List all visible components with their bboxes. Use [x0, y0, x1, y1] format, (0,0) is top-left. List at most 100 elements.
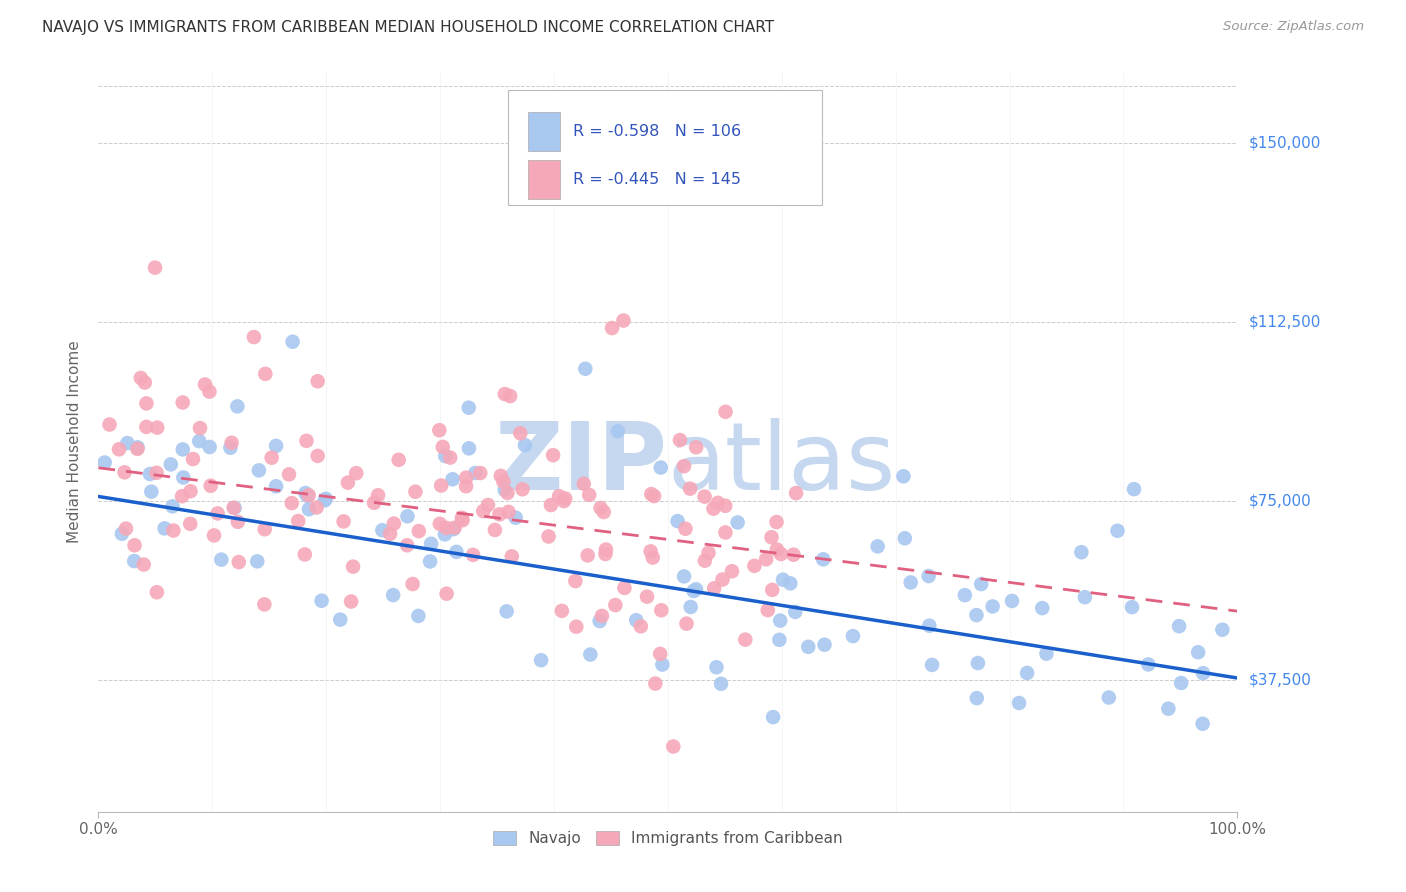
Point — [139, 467, 162, 481]
Point — [811, 552, 834, 566]
Point — [461, 548, 484, 562]
Point — [650, 603, 672, 617]
Point — [124, 538, 146, 552]
Point — [117, 436, 139, 450]
Point — [451, 513, 474, 527]
Point — [228, 555, 250, 569]
Point — [477, 498, 499, 512]
Point — [644, 676, 666, 690]
Point — [685, 582, 707, 597]
Point — [1123, 482, 1146, 496]
Text: R = -0.445   N = 145: R = -0.445 N = 145 — [574, 172, 741, 187]
Point — [307, 449, 329, 463]
Point — [494, 387, 516, 401]
Point — [332, 515, 354, 529]
Point — [287, 514, 309, 528]
Point — [382, 588, 405, 602]
Point — [420, 537, 443, 551]
Point — [893, 469, 915, 483]
Point — [721, 564, 744, 578]
Point — [93, 456, 115, 470]
Point — [576, 549, 599, 563]
Point — [494, 483, 516, 497]
Text: Source: ZipAtlas.com: Source: ZipAtlas.com — [1223, 20, 1364, 33]
Point — [401, 577, 423, 591]
Point — [1170, 676, 1192, 690]
Point — [1187, 645, 1209, 659]
Point — [917, 569, 939, 583]
Point — [129, 371, 152, 385]
Point — [572, 476, 595, 491]
Point — [311, 593, 333, 607]
Point — [707, 496, 730, 510]
Point — [132, 558, 155, 572]
Point — [894, 531, 917, 545]
Point — [433, 527, 456, 541]
Point — [744, 558, 766, 573]
Point — [198, 440, 221, 454]
Text: R = -0.598   N = 106: R = -0.598 N = 106 — [574, 124, 741, 139]
Point — [454, 479, 477, 493]
Point — [714, 525, 737, 540]
Point — [779, 576, 801, 591]
Point — [180, 484, 202, 499]
Point — [396, 538, 419, 552]
Point — [298, 502, 321, 516]
Point — [727, 516, 749, 530]
Point — [427, 423, 450, 437]
Point — [226, 400, 249, 414]
Point — [1157, 701, 1180, 715]
Point — [222, 500, 245, 515]
Point — [981, 599, 1004, 614]
Point — [1211, 623, 1233, 637]
Point — [1192, 666, 1215, 681]
Point — [253, 522, 276, 536]
Point — [450, 510, 472, 524]
Point — [388, 452, 411, 467]
Point — [458, 442, 481, 456]
Point — [554, 491, 576, 506]
Point — [578, 488, 600, 502]
Point — [551, 604, 574, 618]
Point — [600, 321, 623, 335]
Point — [813, 638, 835, 652]
Point — [498, 505, 520, 519]
Point — [254, 367, 277, 381]
Point — [734, 632, 756, 647]
Point — [143, 260, 166, 275]
Point — [198, 384, 221, 399]
Point — [429, 516, 451, 531]
Point — [672, 459, 695, 474]
Point — [640, 487, 662, 501]
Point — [108, 442, 131, 457]
Text: atlas: atlas — [668, 417, 896, 509]
Point — [111, 526, 134, 541]
Point — [470, 466, 492, 480]
Point — [612, 313, 634, 327]
Point — [315, 491, 337, 506]
Point — [404, 484, 426, 499]
Point — [281, 496, 304, 510]
Point — [650, 460, 672, 475]
Point — [706, 660, 728, 674]
Point — [114, 466, 136, 480]
Point — [675, 522, 697, 536]
Point — [159, 458, 181, 472]
Point — [408, 524, 430, 538]
Point — [769, 614, 792, 628]
Point — [492, 475, 515, 489]
Point — [697, 546, 720, 560]
Point — [651, 657, 673, 672]
Point — [122, 554, 145, 568]
Text: ZIP: ZIP — [495, 417, 668, 509]
Point — [260, 450, 283, 465]
Point — [464, 466, 486, 480]
Point — [495, 604, 517, 618]
Point — [188, 421, 211, 435]
Point — [1035, 647, 1057, 661]
Point — [921, 657, 943, 672]
Point — [488, 508, 510, 522]
Point — [202, 528, 225, 542]
Point — [703, 582, 725, 596]
Point — [200, 479, 222, 493]
